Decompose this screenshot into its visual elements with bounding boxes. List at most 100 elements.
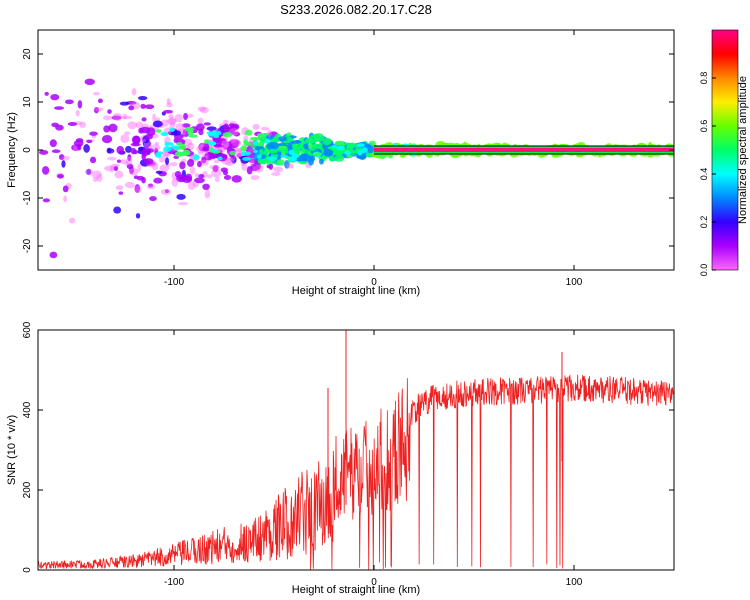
- spectrogram-cell: [241, 163, 248, 171]
- spectrogram-cell: [214, 159, 220, 164]
- spectrogram-cell: [121, 115, 133, 120]
- spectrogram-cell: [137, 95, 148, 101]
- spectrogram-cell: [143, 158, 154, 165]
- spectrogram-cell: [115, 185, 124, 191]
- spectrogram-ytick-label: 20: [22, 48, 33, 60]
- spectrogram-cell: [243, 139, 248, 145]
- spectrogram-cell: [63, 195, 68, 203]
- colorbar-tick-label: 0.0: [699, 264, 709, 277]
- spectrogram-cell: [137, 163, 142, 173]
- spectrogram-cell: [160, 119, 169, 127]
- spectrogram-cell: [101, 135, 113, 144]
- spectrogram-cell: [86, 139, 93, 144]
- spectrogram-cell: [170, 145, 181, 149]
- spectrogram-cell: [69, 217, 76, 224]
- spectrogram-cell: [231, 175, 242, 183]
- spectrogram-cell: [268, 148, 279, 154]
- spectrogram-cell: [144, 104, 155, 110]
- spectrogram-cell: [223, 123, 230, 132]
- spectrogram-cell: [131, 88, 137, 96]
- spectrogram-cell: [244, 129, 253, 136]
- spectrogram-cell: [75, 109, 80, 117]
- spectrogram-cell: [268, 141, 280, 150]
- spectrogram-cell: [79, 121, 87, 129]
- spectrogram-cell: [201, 146, 211, 152]
- spectrogram-cell: [108, 123, 118, 133]
- spectrogram-marks: [38, 78, 674, 259]
- spectrogram-cell: [322, 137, 332, 146]
- colorbar-tick-label: 0.6: [699, 120, 709, 133]
- spectrogram-cell: [107, 109, 112, 115]
- spectrogram-cell: [189, 166, 196, 175]
- spectrogram-cell: [150, 144, 161, 151]
- spectrogram-cell: [182, 175, 193, 184]
- spectrogram-cell: [44, 91, 49, 96]
- spectrogram-cell: [351, 143, 358, 148]
- spectrogram-cell: [179, 151, 188, 157]
- spectrogram-cell: [113, 165, 119, 171]
- spectrogram-cell: [181, 158, 187, 163]
- spectrogram-cell: [84, 78, 95, 86]
- spectrogram-cell: [62, 185, 69, 193]
- spectrogram-cell: [49, 139, 57, 148]
- snr-ytick-label: 200: [22, 481, 33, 498]
- spectrogram-cell: [124, 181, 135, 189]
- carrier-line: [374, 148, 674, 152]
- spectrogram-cell: [111, 115, 122, 120]
- spectrogram-cell: [118, 191, 124, 195]
- spectrogram-cell: [129, 168, 139, 176]
- spectrogram-cell: [174, 170, 182, 178]
- spectrogram-cell: [138, 146, 144, 152]
- spectrogram-cell: [253, 164, 264, 173]
- spectrogram-cell: [271, 172, 281, 176]
- spectrogram-cell: [173, 137, 179, 143]
- spectrogram-cell: [125, 145, 132, 153]
- spectrogram-cell: [83, 144, 90, 153]
- spectrogram-xtick-label: 100: [566, 277, 583, 288]
- spectrogram-cell: [127, 121, 138, 130]
- spectrogram-cell: [211, 149, 218, 153]
- spectrogram-cell: [356, 143, 365, 148]
- spectrogram-cell: [148, 183, 154, 188]
- snr-panel: -100 0 100 0 200 400 600 Height of straight li…: [6, 321, 675, 596]
- spectrogram-cell: [93, 106, 99, 114]
- spectrogram-cell: [103, 115, 113, 121]
- spectrogram-cell: [225, 157, 235, 167]
- spectrogram-cell: [38, 150, 49, 155]
- spectrogram-cell: [187, 129, 194, 136]
- spectrogram-cell: [278, 148, 287, 153]
- spectrogram-cell: [235, 148, 243, 157]
- spectrogram-cell: [229, 150, 236, 156]
- spectrogram-cell: [106, 147, 112, 154]
- spectrogram-cell: [200, 106, 209, 114]
- spectrogram-cell: [135, 213, 141, 219]
- spectrogram-cell: [222, 132, 233, 138]
- spectrogram-ylabel: Frequency (Hz): [6, 112, 18, 188]
- spectrogram-cell: [133, 175, 139, 180]
- spectrogram-cell: [187, 142, 195, 151]
- snr-series: [38, 330, 674, 570]
- spectrogram-cell: [334, 140, 345, 146]
- spectrogram-cell: [64, 99, 74, 105]
- spectrogram-cell: [134, 184, 141, 193]
- spectrogram-cell: [284, 160, 290, 169]
- spectrogram-cell: [163, 109, 174, 114]
- spectrogram-cell: [163, 146, 172, 152]
- spectrogram-cell: [178, 143, 187, 150]
- spectrogram-cell: [169, 122, 176, 129]
- spectrogram-cell: [109, 165, 115, 173]
- spectrogram-cell: [51, 122, 59, 128]
- spectrogram-xtick-label: -100: [164, 277, 184, 288]
- spectrogram-cell: [344, 150, 352, 156]
- spectrogram-cell: [331, 144, 338, 149]
- spectrogram-cell: [229, 138, 237, 144]
- spectrogram-cell: [50, 93, 60, 101]
- spectrogram-cell: [307, 156, 314, 166]
- snr-marks: [38, 330, 674, 570]
- spectrogram-cell: [187, 158, 195, 167]
- spectrogram-cell: [56, 174, 64, 179]
- spectrogram-cell: [346, 154, 353, 158]
- spectrogram-cell: [312, 152, 322, 156]
- spectrogram-cell: [154, 141, 160, 146]
